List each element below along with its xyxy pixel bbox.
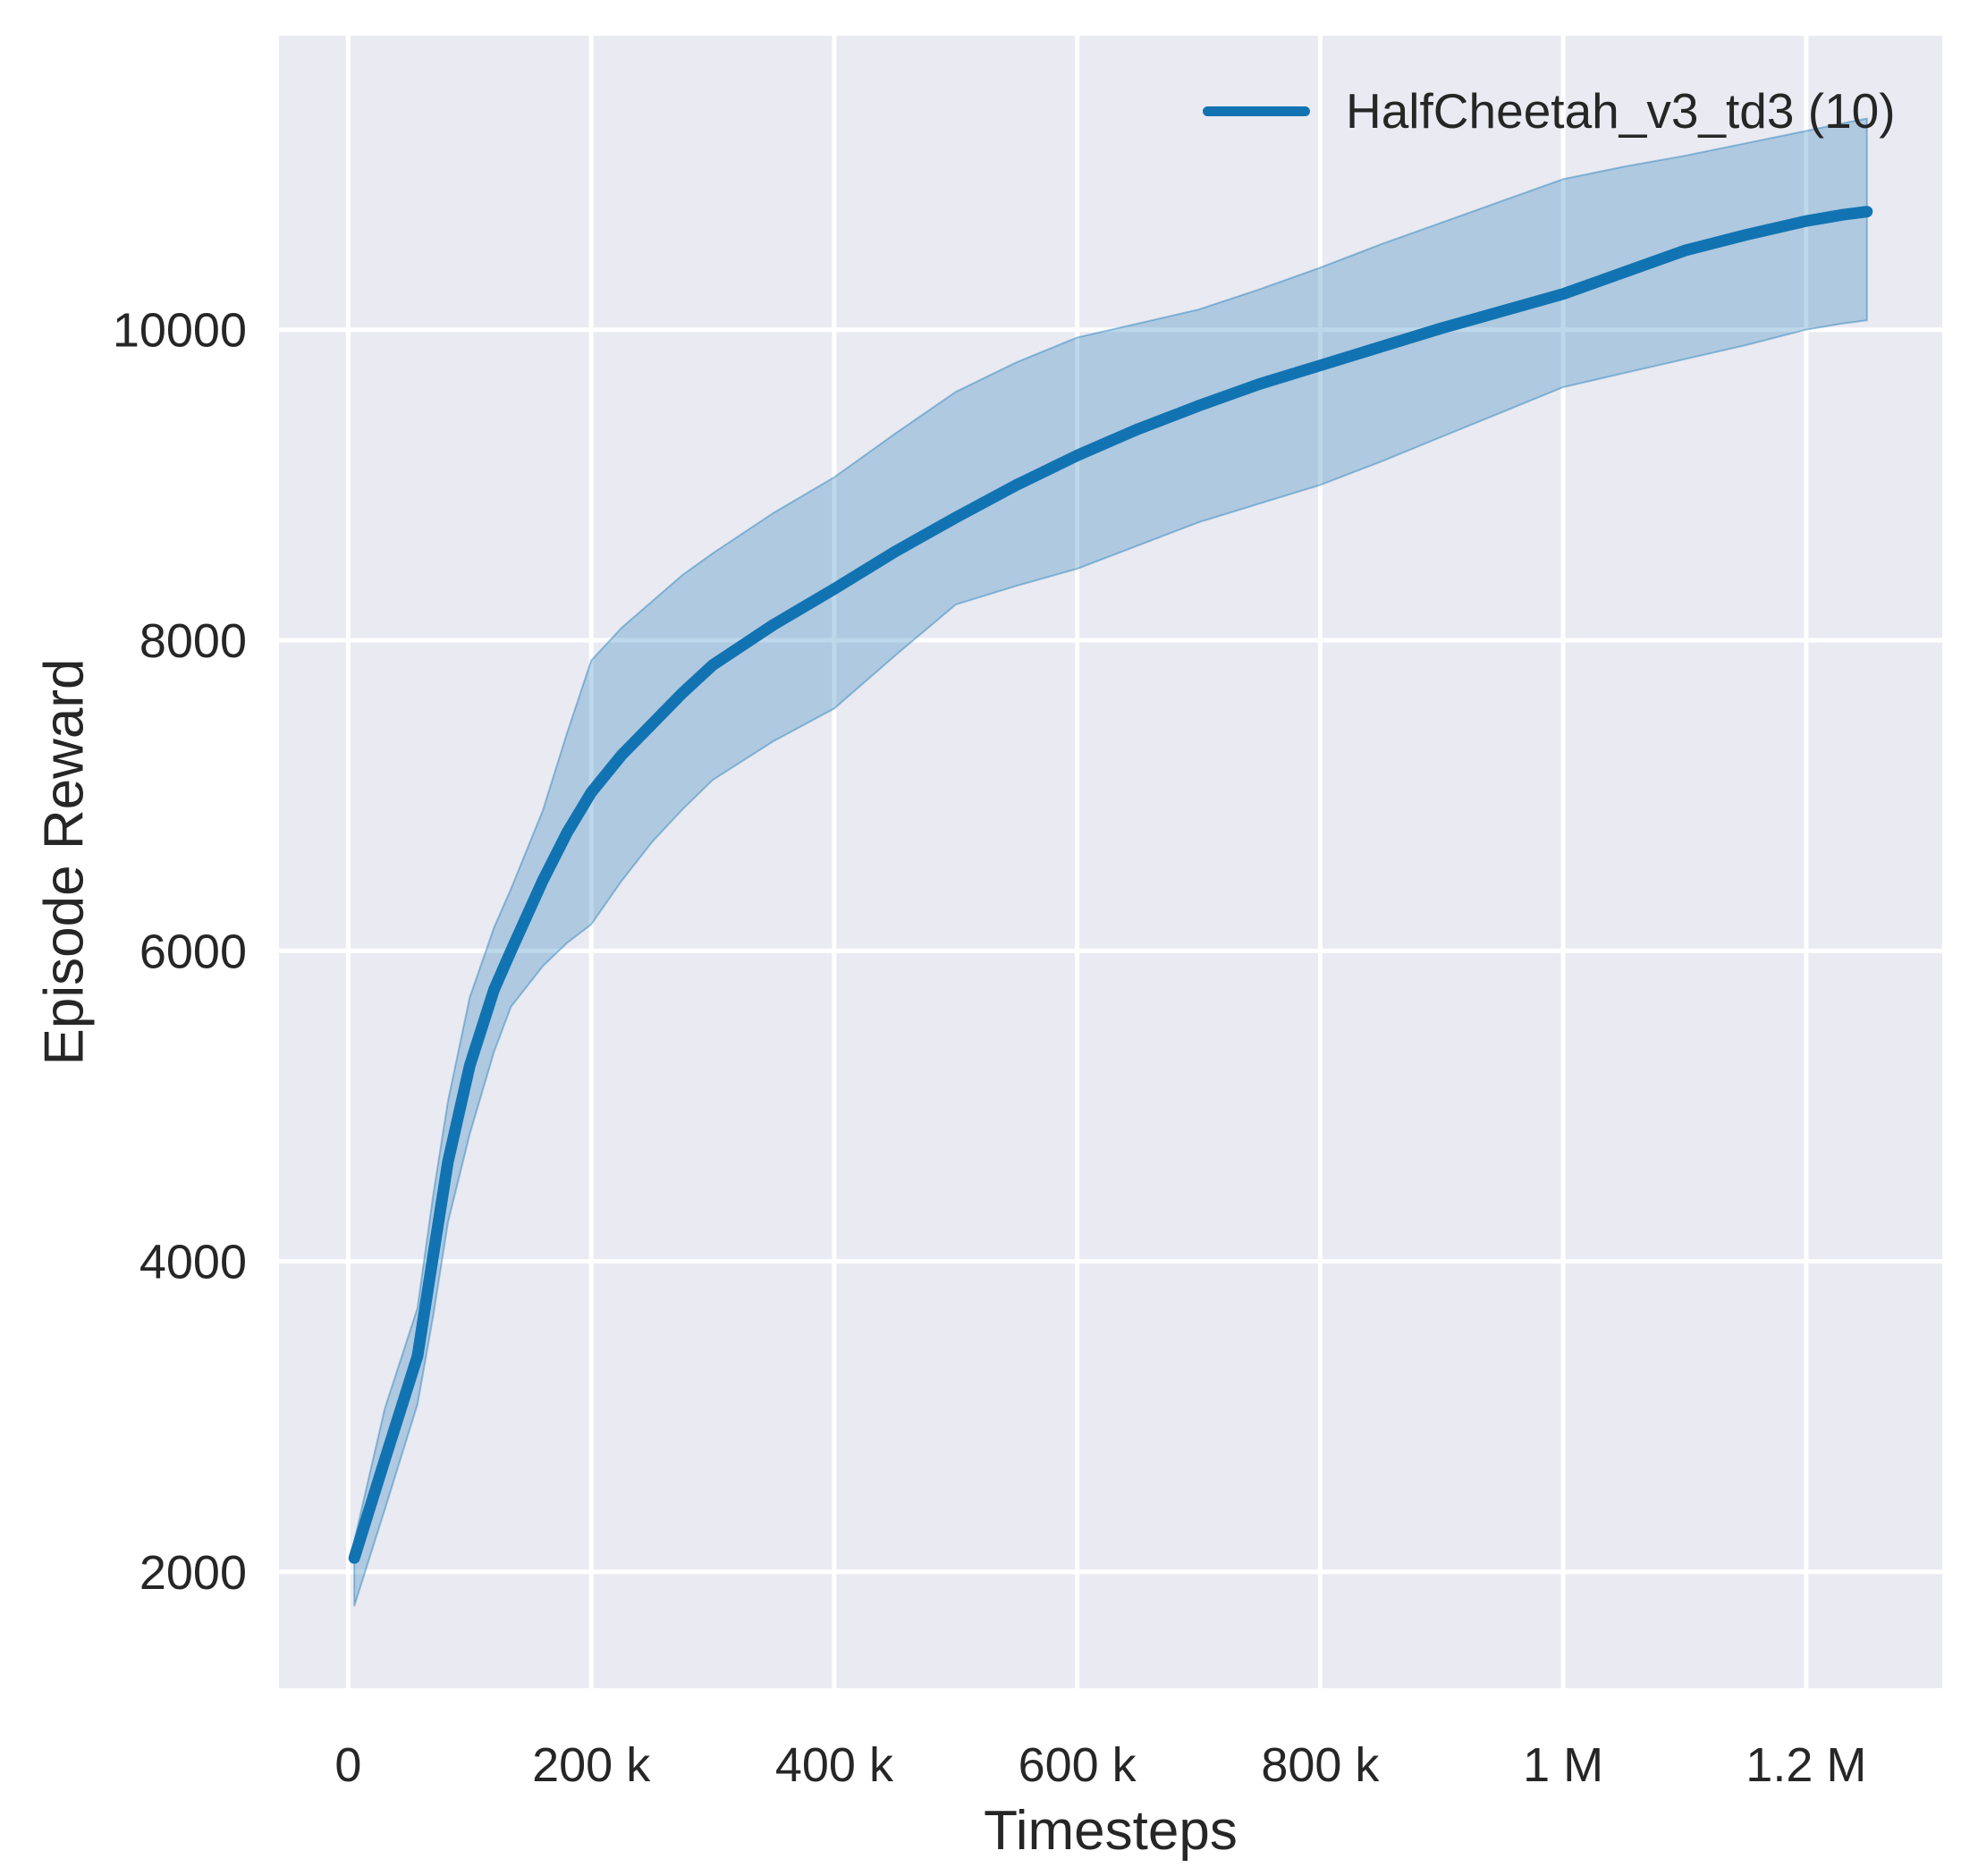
x-axis-title: Timesteps	[984, 1800, 1238, 1862]
x-tick-label: 400 k	[775, 1738, 894, 1792]
x-tick-label: 600 k	[1019, 1738, 1137, 1792]
x-tick-label: 200 k	[532, 1738, 651, 1792]
y-axis-title: Episode Reward	[33, 658, 96, 1066]
y-tick-label: 10000	[113, 304, 247, 358]
x-tick-label: 0	[334, 1738, 361, 1792]
y-tick-label: 4000	[139, 1236, 247, 1289]
x-tick-label: 1.2 M	[1746, 1738, 1866, 1792]
y-tick-label: 8000	[139, 614, 247, 668]
legend-label: HalfCheetah_v3_td3 (10)	[1346, 83, 1896, 139]
y-tick-label: 6000	[139, 925, 247, 978]
y-tick-label: 2000	[139, 1546, 247, 1600]
std-band	[353, 117, 1868, 1607]
x-tick-label: 800 k	[1261, 1738, 1380, 1792]
mean-line	[348, 206, 1873, 1564]
legend: HalfCheetah_v3_td3 (10)	[1203, 82, 1896, 139]
legend-line-swatch	[1203, 106, 1310, 116]
x-tick-label: 1 M	[1523, 1738, 1603, 1792]
